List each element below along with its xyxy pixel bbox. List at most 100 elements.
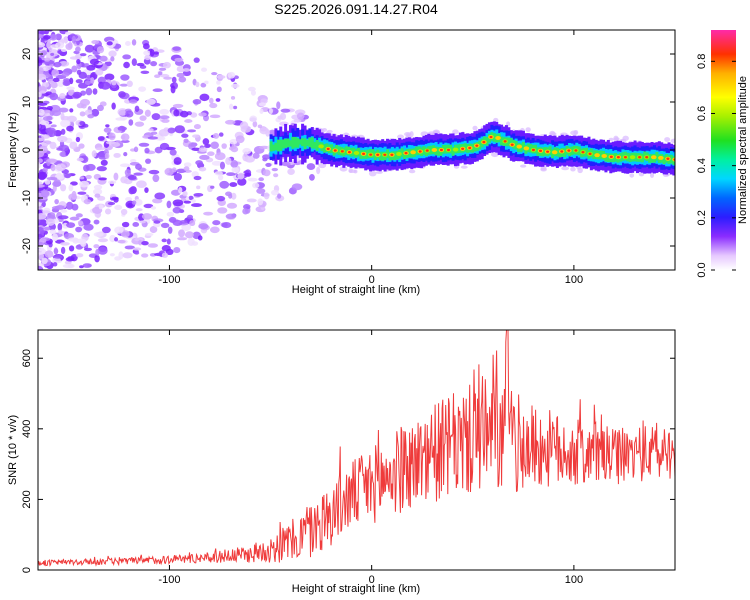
spectrogram-noise-blob xyxy=(178,76,187,83)
spectrogram-noise-blob xyxy=(141,213,153,220)
spectrogram-noise-blob xyxy=(57,223,63,231)
spectrogram-ridge-cell xyxy=(298,139,302,145)
spectrogram-noise-blob xyxy=(166,211,175,217)
spectrogram-noise-blob xyxy=(97,104,104,112)
spectrogram-noise-blob xyxy=(159,108,170,115)
spectrogram-noise-blob xyxy=(130,159,137,163)
spectrogram-noise-blob xyxy=(113,197,119,203)
spectrogram-noise-blob xyxy=(147,243,159,248)
spectrogram-ridge-cell xyxy=(315,140,319,151)
spectrogram-noise-blob xyxy=(368,170,377,177)
spectrogram-noise-blob xyxy=(124,245,135,250)
spectrogram-noise-blob xyxy=(229,103,234,110)
spectrogram-ridge-cell xyxy=(330,144,334,153)
spectrogram-noise-blob xyxy=(79,53,87,57)
spectrogram-noise-blob xyxy=(226,202,238,209)
spectrogram-ridge-cell xyxy=(570,146,574,156)
spectrogram-ridge-cell xyxy=(492,133,496,142)
spectrogram-noise-blob xyxy=(45,91,52,96)
spectrogram-noise-blob xyxy=(143,203,154,209)
spectrogram-ridge-cell xyxy=(284,138,288,148)
spectrogram-noise-blob xyxy=(144,187,149,193)
spectrogram-noise-blob xyxy=(208,97,214,104)
spectrogram-noise-blob xyxy=(214,171,223,176)
spectrogram-noise-blob xyxy=(46,41,51,49)
spectrogram-noise-blob xyxy=(91,108,100,117)
spectrogram-noise-blob xyxy=(161,245,171,252)
spectrogram-hotspot xyxy=(516,144,523,149)
spectrogram-noise-blob xyxy=(210,185,215,189)
spectrogram-noise-blob xyxy=(258,177,264,182)
spectrogram-noise-blob xyxy=(69,216,80,221)
spectrogram-noise-blob xyxy=(242,208,249,215)
spectrogram-noise-blob xyxy=(161,118,170,123)
spectrogram-noise-blob xyxy=(38,265,44,270)
spectrogram-ridge-cell xyxy=(303,138,307,150)
snr-y-ticks: 0 200 400 600 xyxy=(21,349,675,573)
spectrogram-noise-blob xyxy=(192,134,200,138)
spectrogram-noise-blob xyxy=(159,115,170,120)
spectrogram-noise-blob xyxy=(125,41,131,46)
spectrogram-noise-blob xyxy=(174,125,185,134)
spectrogram-noise-blob xyxy=(167,127,176,134)
spectrogram-noise-blob xyxy=(83,223,94,231)
spectrogram-noise-blob xyxy=(237,172,245,180)
spectrogram-noise-blob xyxy=(184,119,193,123)
spectrogram-noise-blob xyxy=(158,129,170,137)
spectrogram-noise-blob xyxy=(348,167,353,173)
spectrogram-peak-cell xyxy=(425,149,429,152)
spectrogram-ridge-cell xyxy=(551,149,555,158)
spectrogram-noise-blob xyxy=(570,166,576,172)
spectrogram-noise-blob xyxy=(50,124,57,128)
spectrogram-ridge-cell xyxy=(563,148,567,157)
spectrogram-noise-blob xyxy=(49,141,57,150)
spectrogram-noise-blob xyxy=(68,91,74,96)
spectrogram-peak-cell xyxy=(489,135,493,139)
spectrogram-noise-blob xyxy=(183,138,189,144)
spectrogram-noise-blob xyxy=(166,200,172,209)
spectrogram-noise-blob xyxy=(131,39,137,46)
spectrogram-noise-blob xyxy=(49,92,59,101)
spectrogram-noise-blob xyxy=(190,112,198,118)
spectrogram-ridge-cell xyxy=(301,138,305,147)
spectrogram-noise-blob xyxy=(79,121,85,126)
spectrogram-noise-blob xyxy=(187,129,197,133)
spectrogram-noise-blob xyxy=(51,69,60,77)
spectrogram-noise-blob xyxy=(131,58,137,67)
spectrogram-noise-blob xyxy=(209,114,221,119)
spectrogram-noise-blob xyxy=(119,163,131,168)
spectrogram-noise-blob xyxy=(240,125,252,133)
spectrogram-noise-blob xyxy=(104,208,112,215)
spectrogram-ridge-cell xyxy=(473,142,477,152)
spectrogram-noise-blob xyxy=(98,204,104,210)
spectrogram-noise-blob xyxy=(40,142,49,147)
spectrogram-noise-blob xyxy=(225,213,237,220)
spectrogram-noise-blob xyxy=(176,168,187,174)
spectrogram-noise-blob xyxy=(55,163,66,172)
spectrogram-peak-cell xyxy=(390,153,394,156)
spectrogram-noise-blob xyxy=(75,136,81,143)
spectrogram-noise-blob xyxy=(183,162,192,168)
spectrogram-noise-blob xyxy=(166,238,171,245)
spectrogram-noise-blob xyxy=(184,231,194,239)
spectrogram-noise-blob xyxy=(170,85,176,94)
spectrogram-noise-blob xyxy=(125,196,133,202)
spectrogram-peak-cell xyxy=(326,147,330,151)
spectrogram-noise-blob xyxy=(107,201,116,206)
spectrogram-noise-blob xyxy=(150,206,157,210)
spectrogram-noise-blob xyxy=(276,101,281,110)
spectrogram-noise-blob xyxy=(211,160,223,166)
spectrogram-noise-blob xyxy=(221,222,232,229)
spectrogram-noise-blob xyxy=(75,226,83,233)
spectrogram-noise-blob xyxy=(250,90,256,96)
spectrogram-noise-blob xyxy=(68,245,75,252)
spectrogram-ridge-cell xyxy=(669,154,673,164)
spectrogram-noise-blob xyxy=(200,82,207,88)
spectrogram-noise-blob xyxy=(109,234,116,243)
spectrogram-noise-blob xyxy=(85,163,96,171)
spectrogram-noise-blob xyxy=(176,72,185,78)
spectrogram-noise-blob xyxy=(76,58,81,65)
spectrogram-noise-blob xyxy=(148,128,154,132)
spectrogram-noise-blob xyxy=(44,250,54,258)
spectrogram-peak-cell xyxy=(609,155,613,159)
